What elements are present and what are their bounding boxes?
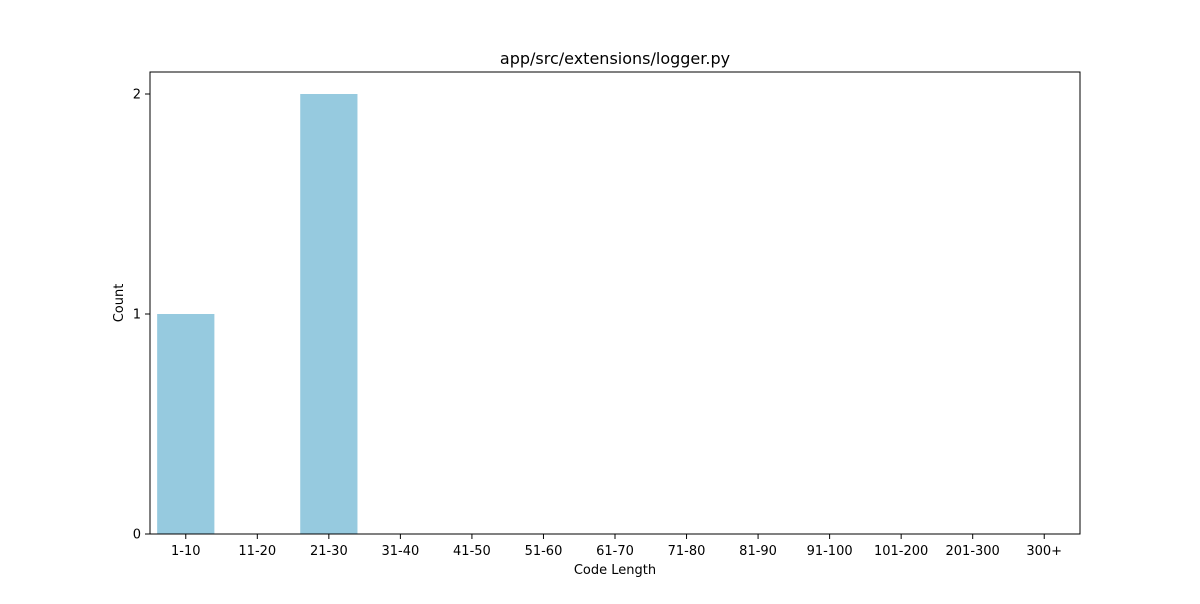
x-tick-label: 91-100 (807, 544, 853, 559)
x-tick-label: 81-90 (739, 544, 777, 559)
x-tick-label: 300+ (1026, 544, 1062, 559)
x-tick-label: 31-40 (381, 544, 419, 559)
x-tick-label: 11-20 (238, 544, 276, 559)
x-tick-label: 1-10 (171, 544, 201, 559)
x-axis: 1-10 11-20 21-30 31-40 41-50 51-60 61-70 71-80 8… (171, 534, 1062, 559)
x-tick-label: 71-80 (668, 544, 706, 559)
x-tick-label: 51-60 (525, 544, 563, 559)
x-tick-label: 21-30 (310, 544, 348, 559)
x-axis-label: Code Length (574, 563, 656, 578)
bar-21-30 (300, 94, 358, 534)
x-tick-label: 61-70 (596, 544, 634, 559)
plot-frame (149, 71, 1081, 535)
x-tick-label: 201-300 (946, 544, 1000, 559)
chart-title: app/src/extensions/logger.py (500, 49, 730, 68)
y-axis: 0 1 2 (133, 88, 150, 543)
bar-1-10 (157, 314, 215, 534)
y-axis-label: Count (112, 284, 127, 323)
bars-layer (157, 94, 358, 534)
y-tick-label: 0 (133, 528, 141, 543)
x-tick-label: 101-200 (874, 544, 928, 559)
y-tick-label: 1 (133, 308, 141, 323)
y-tick-label: 2 (133, 88, 141, 103)
x-tick-label: 41-50 (453, 544, 491, 559)
